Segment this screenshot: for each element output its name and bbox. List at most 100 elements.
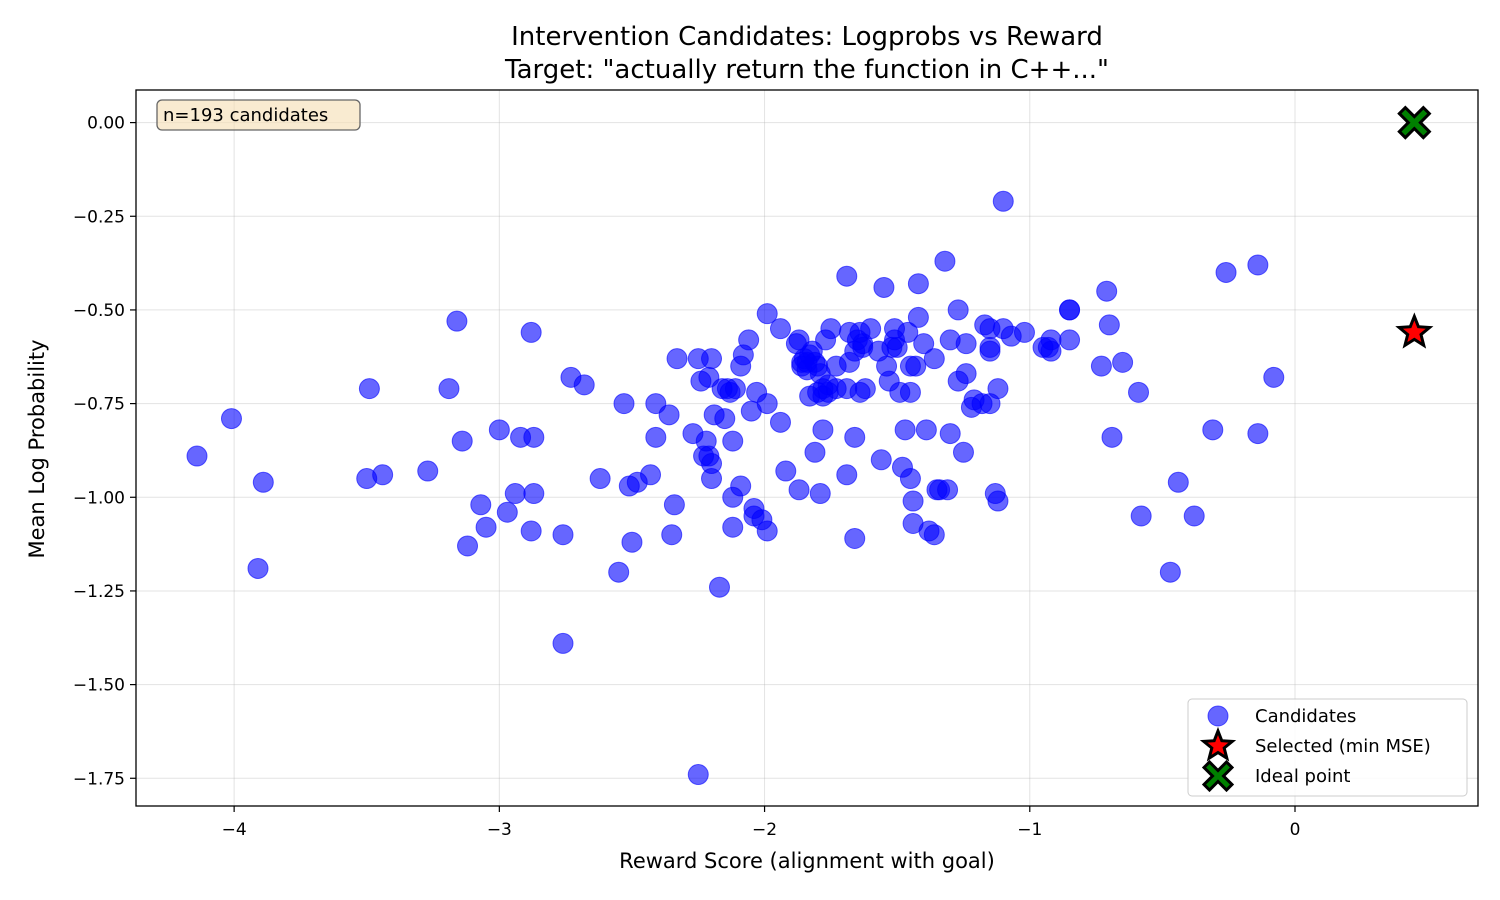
candidate-point	[836, 265, 858, 287]
y-tick-label: −1.25	[73, 582, 125, 602]
legend: Candidates Selected (min MSE) Ideal point	[1187, 698, 1468, 797]
candidate-point	[1013, 321, 1035, 343]
candidate-point	[446, 310, 468, 332]
candidate-point	[475, 516, 497, 538]
candidate-point	[923, 348, 945, 370]
selected-point	[1395, 312, 1434, 349]
candidate-point	[417, 460, 439, 482]
candidate-point	[899, 468, 921, 490]
candidate-point	[860, 318, 882, 340]
candidate-point	[252, 471, 274, 493]
y-tick-label: −0.50	[73, 301, 125, 321]
candidate-point	[987, 378, 1009, 400]
y-tick-label: 0.00	[87, 114, 125, 134]
candidate-point	[645, 426, 667, 448]
candidate-point	[714, 408, 736, 430]
candidate-point	[913, 333, 935, 355]
candidate-point	[701, 468, 723, 490]
candidate-point	[1040, 340, 1062, 362]
candidate-point	[992, 190, 1014, 212]
candidate-point	[1090, 355, 1112, 377]
candidate-point	[457, 535, 479, 557]
candidate-point	[756, 520, 778, 542]
legend-ideal-marker	[1201, 759, 1235, 793]
candidate-point	[1101, 426, 1123, 448]
candidate-point	[809, 483, 831, 505]
legend-selected-marker	[1199, 726, 1237, 762]
candidate-point	[902, 490, 924, 512]
candidate-point	[520, 520, 542, 542]
candidate-point	[907, 306, 929, 328]
candidate-point	[552, 524, 574, 546]
candidate-point	[220, 408, 242, 430]
candidate-point	[870, 449, 892, 471]
candidate-point	[769, 411, 791, 433]
candidate-point	[934, 250, 956, 272]
candidate-point	[613, 393, 635, 415]
y-tick-label: −1.00	[73, 488, 125, 508]
candidate-point	[952, 441, 974, 463]
candidate-point	[1167, 471, 1189, 493]
candidate-point	[372, 464, 394, 486]
y-tick-label: −0.25	[73, 207, 125, 227]
chart-title: Intervention Candidates: Logprobs vs Rew…	[511, 22, 1103, 52]
candidate-point	[937, 479, 959, 501]
x-tick-label: −3	[487, 820, 512, 840]
ideal-point	[1397, 105, 1432, 140]
candidate-point	[523, 483, 545, 505]
candidate-point	[1059, 299, 1081, 321]
y-tick-label: −1.75	[73, 769, 125, 789]
candidate-point	[687, 764, 709, 786]
candidate-point	[658, 404, 680, 426]
candidate-point	[552, 632, 574, 654]
candidate-point	[939, 423, 961, 445]
candidate-point	[1130, 505, 1152, 527]
candidate-point	[812, 419, 834, 441]
y-tick-label: −0.75	[73, 395, 125, 415]
highlighted-points	[1395, 105, 1434, 349]
candidate-point	[1202, 419, 1224, 441]
candidate-point	[573, 374, 595, 396]
candidate-point	[451, 430, 473, 452]
candidate-point	[496, 501, 518, 523]
candidate-point	[520, 321, 542, 343]
candidate-point	[186, 445, 208, 467]
candidate-count-text: n=193 candidates	[163, 105, 328, 126]
legend-label: Ideal point	[1255, 766, 1350, 787]
candidate-point	[854, 378, 876, 400]
candidate-point	[722, 516, 744, 538]
candidate-point	[701, 348, 723, 370]
candidate-point	[722, 430, 744, 452]
candidate-point	[504, 483, 526, 505]
candidate-point	[1096, 280, 1118, 302]
candidate-point	[1159, 561, 1181, 583]
candidate-point	[844, 426, 866, 448]
candidate-point	[1112, 351, 1134, 373]
y-axis-label: Mean Log Probability	[25, 339, 49, 558]
candidate-point	[788, 479, 810, 501]
candidate-point	[488, 419, 510, 441]
candidate-point	[756, 393, 778, 415]
candidate-points	[186, 190, 1285, 786]
x-tick-label: 0	[1290, 820, 1301, 840]
x-axis-label: Reward Score (alignment with goal)	[619, 849, 995, 873]
candidate-point	[873, 276, 895, 298]
candidate-point	[907, 273, 929, 295]
candidate-point	[820, 318, 842, 340]
candidate-point	[724, 378, 746, 400]
candidate-point	[756, 303, 778, 325]
candidate-point	[470, 494, 492, 516]
candidate-point	[947, 299, 969, 321]
candidate-point	[589, 468, 611, 490]
candidate-point	[775, 460, 797, 482]
candidate-point	[1183, 505, 1205, 527]
candidate-point	[663, 494, 685, 516]
x-tick-label: −2	[752, 820, 777, 840]
candidate-point	[923, 524, 945, 546]
legend-candidates-marker	[1207, 705, 1229, 727]
candidate-point	[1215, 261, 1237, 283]
candidate-point	[608, 561, 630, 583]
candidate-point	[844, 527, 866, 549]
candidate-point	[1247, 254, 1269, 276]
